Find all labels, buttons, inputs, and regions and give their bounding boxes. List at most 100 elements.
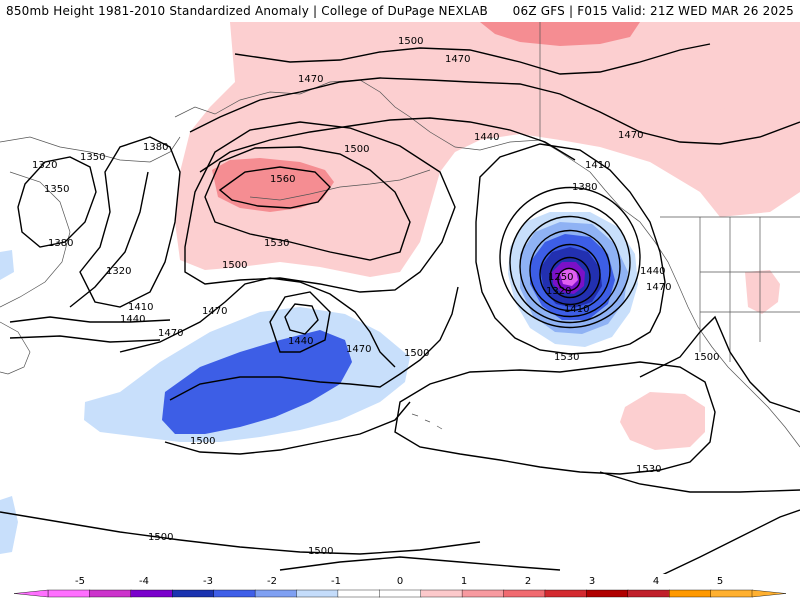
contour-1500-south2: [279, 556, 561, 571]
colorbar-label: -1: [331, 576, 341, 587]
contour-1440-west: [9, 335, 161, 343]
contour-label: 1380: [572, 182, 597, 193]
contour-label: 1530: [636, 464, 661, 475]
contour-low-ring-3: [519, 215, 621, 318]
colorbar-segment: [420, 589, 463, 598]
contour-label: 1500: [308, 546, 333, 557]
contour-label: 1470: [298, 74, 323, 85]
contour-label: 1500: [222, 260, 247, 271]
japan-coast: [0, 321, 31, 375]
colorbar-segment: [130, 589, 173, 598]
contour-low-ring-5: [539, 243, 601, 306]
contour-label: 1470: [646, 282, 671, 293]
anomaly-area-pos2-north: [480, 22, 640, 46]
contour-1500-central: [169, 286, 459, 401]
contour-label: 1410: [585, 160, 610, 171]
colorbar-label: 0: [397, 576, 403, 587]
colorbar-segment: [171, 589, 215, 598]
colorbar-label: 4: [653, 576, 659, 587]
colorbar-label: 5: [717, 576, 723, 587]
contour-1500-sw: [164, 401, 411, 455]
contour-label: 1500: [694, 352, 719, 363]
contour-label: 1250: [548, 272, 573, 283]
colorbar-segment: [710, 589, 753, 598]
anomaly-area-pos1-northeast: [700, 82, 800, 177]
colorbar-segment: [586, 589, 629, 598]
contour-1440-c: [269, 291, 331, 353]
contour-1500-east: [639, 315, 800, 413]
contour-1410-c: [284, 303, 319, 335]
contour-label: 1440: [120, 314, 145, 325]
hawaii-islands: [411, 413, 443, 430]
colorbar-segment: [379, 589, 422, 598]
colorbar-label: -2: [267, 576, 277, 587]
contour-label: 1440: [288, 336, 313, 347]
colorbar-segment: [254, 589, 298, 598]
contour-label: 1530: [264, 238, 289, 249]
colorbar-label: -4: [139, 576, 149, 587]
anomaly-area-pos1-us: [745, 270, 780, 314]
contour-1530-east: [394, 361, 716, 475]
colorbar-segment: [544, 589, 588, 598]
colorbar-segment: [627, 589, 670, 598]
contour-1530-se: [599, 471, 800, 493]
contour-label: 1500: [404, 348, 429, 359]
anomaly-colorbar: -5 -4 -3 -2 -1 0 1 2 3 4 5: [0, 574, 800, 600]
contour-label: 1440: [640, 266, 665, 277]
aleutian-chain: [249, 169, 431, 201]
colorbar-label: 1: [461, 576, 467, 587]
contour-label: 1350: [80, 152, 105, 163]
anomaly-area-neg2-central: [162, 330, 352, 434]
contour-low-ring-1: [499, 186, 641, 329]
colorbar-labels: -5 -4 -3 -2 -1 0 1 2 3 4 5: [75, 576, 723, 587]
contour-low-ring-6: [549, 256, 591, 299]
contour-1500-se2: [659, 509, 800, 576]
contour-label: 1470: [158, 328, 183, 339]
contour-1530-bering: [204, 146, 411, 261]
anomaly-map: 1500 1470 1470 1470 1440 1410 1380 1320 …: [0, 22, 800, 576]
contour-label: 1320: [32, 160, 57, 171]
anomaly-area-neg1-west: [0, 250, 14, 280]
contour-label: 1410: [128, 302, 153, 313]
colorbar-label: 2: [525, 576, 531, 587]
contour-1500-bering: [184, 121, 456, 293]
contour-label: 1350: [44, 184, 69, 195]
contour-1530-low: [475, 143, 666, 355]
contour-1350-west: [79, 136, 181, 308]
colorbar-segment: [503, 589, 546, 598]
contour-label: 1500: [398, 36, 423, 47]
model-run-info: 06Z GFS | F015 Valid: 21Z WED MAR 26 202…: [512, 4, 794, 18]
anomaly-area-pos1-north: [175, 22, 800, 277]
contour-1560-bering: [218, 166, 331, 209]
contour-label: 1560: [270, 174, 295, 185]
negative-anomaly-shading: [0, 212, 638, 554]
colorbar-segment: [213, 589, 256, 598]
contour-label: 1470: [445, 54, 470, 65]
contour-1410-west: [9, 316, 171, 323]
contour-label: 1320: [546, 286, 571, 297]
contour-low-ring-7: [557, 267, 581, 292]
contour-1470-north: [189, 77, 800, 145]
colorbar-segment: [669, 589, 712, 598]
colorbar-label: 3: [589, 576, 595, 587]
contour-1380-west: [69, 171, 149, 308]
contour-label: 1410: [564, 304, 589, 315]
kamchatka-coast: [0, 171, 71, 308]
anomaly-area-pos1-southeast: [620, 392, 705, 450]
contour-low-ring-4: [529, 229, 611, 312]
colorbar-arrow-right: [751, 589, 787, 598]
height-contours: [0, 43, 800, 576]
contour-label: 1530: [554, 352, 579, 363]
contour-label: 1500: [344, 144, 369, 155]
contour-label: 1380: [143, 142, 168, 153]
colorbar-segment: [461, 589, 505, 598]
contour-1500-north: [234, 43, 711, 75]
map-header: 850mb Height 1981-2010 Standardized Anom…: [0, 0, 800, 22]
contour-label: 1470: [618, 130, 643, 141]
contour-1500-south: [0, 511, 481, 555]
contour-low-ring-2: [509, 201, 631, 324]
anomaly-area-pos2-bering: [212, 158, 334, 212]
west-coast: [589, 171, 800, 448]
contour-label: 1470: [346, 344, 371, 355]
contour-label: 1440: [474, 132, 499, 143]
